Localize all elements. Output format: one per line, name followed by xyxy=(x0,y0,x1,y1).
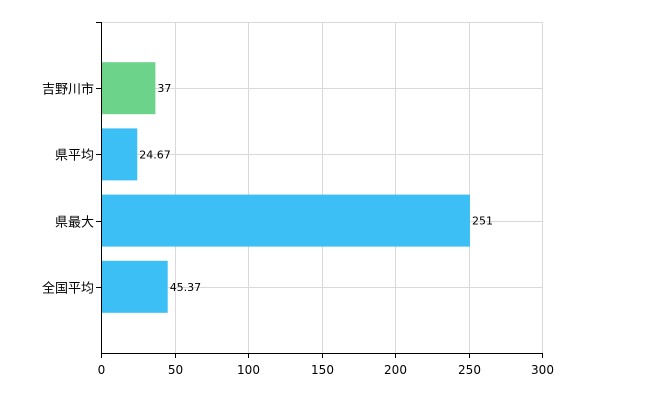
data-label-1: 37 xyxy=(157,82,171,95)
x-tick-label-250: 250 xyxy=(458,363,481,377)
data-label-2: 24.67 xyxy=(139,148,171,161)
bar-4 xyxy=(101,260,168,313)
category-label-1: 吉野川市 xyxy=(42,82,94,98)
data-label-4: 45.37 xyxy=(170,281,202,294)
x-tick-label-0: 0 xyxy=(98,363,106,377)
bar-2 xyxy=(101,128,138,181)
category-label-4: 全国平均 xyxy=(42,281,94,297)
data-label-3: 251 xyxy=(472,215,493,228)
axes xyxy=(96,22,543,358)
bar-3 xyxy=(101,194,470,247)
category-label-2: 県平均 xyxy=(55,149,94,164)
bar-1 xyxy=(101,62,156,115)
bars xyxy=(101,62,470,313)
x-tick-label-50: 50 xyxy=(168,363,183,377)
x-tick-label-100: 100 xyxy=(237,363,260,377)
category-label-3: 県最大 xyxy=(55,216,94,231)
x-tick-label-300: 300 xyxy=(531,363,554,377)
x-tick-label-150: 150 xyxy=(311,363,334,377)
x-tick-label-200: 200 xyxy=(384,363,407,377)
